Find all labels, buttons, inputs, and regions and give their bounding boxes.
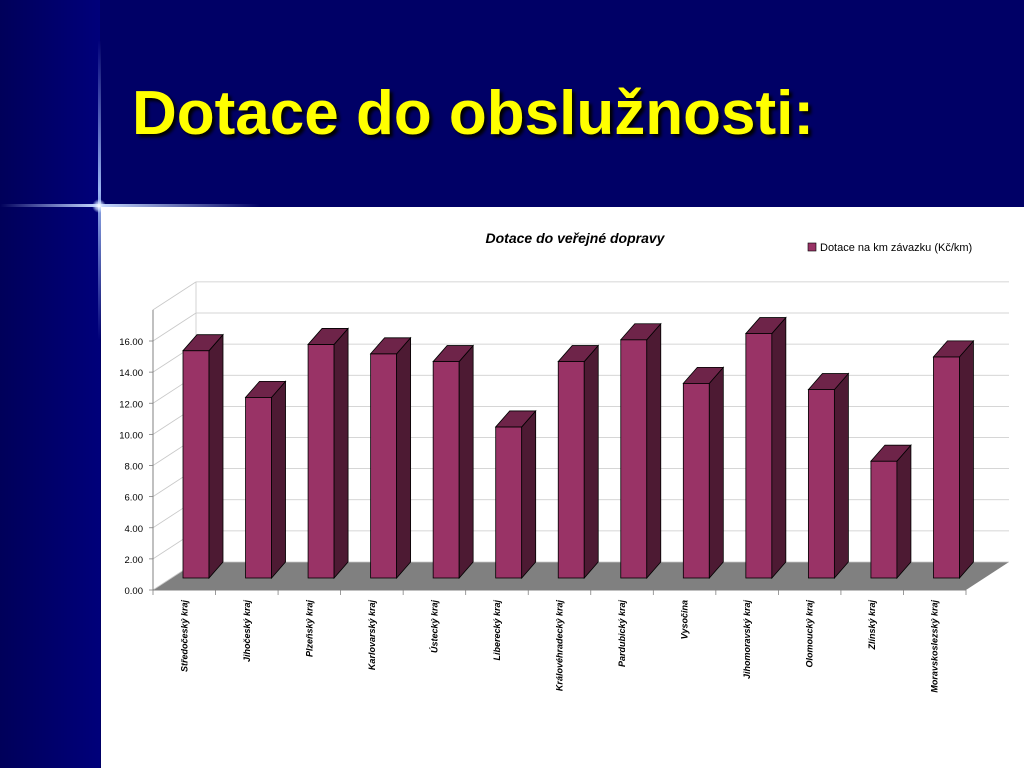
y-tick-label: 10.00 bbox=[119, 430, 143, 441]
bar-top bbox=[244, 380, 287, 398]
bar-front bbox=[745, 333, 773, 579]
bar-top bbox=[494, 410, 537, 428]
bar-side bbox=[333, 327, 349, 580]
bar-front bbox=[432, 361, 460, 579]
x-tick-label: Ústecký kraj bbox=[428, 600, 439, 654]
bar-top bbox=[744, 317, 787, 334]
bar-front bbox=[870, 460, 898, 579]
gridline-side bbox=[152, 312, 197, 342]
bar bbox=[682, 366, 725, 580]
bar bbox=[557, 344, 600, 580]
y-tick-label: 0.00 bbox=[125, 586, 144, 597]
bar-front bbox=[682, 382, 710, 579]
y-tick-label: 16.00 bbox=[119, 337, 143, 348]
bar-side bbox=[833, 372, 849, 580]
bar-top bbox=[682, 366, 725, 384]
bar-side bbox=[458, 344, 474, 580]
bar-top bbox=[182, 334, 224, 352]
y-tick-label: 8.00 bbox=[125, 462, 144, 473]
bar-front bbox=[245, 396, 272, 579]
x-tick-label: Jihomoravský kraj bbox=[742, 600, 752, 680]
x-tick-label: Olomoucký kraj bbox=[805, 600, 815, 668]
bar bbox=[619, 322, 662, 580]
bar-side bbox=[646, 322, 662, 580]
bar-front bbox=[495, 426, 523, 579]
y-tick-label: 2.00 bbox=[125, 555, 144, 566]
bar-front bbox=[182, 350, 210, 579]
chart-legend: Dotace na km závazku (Kč/km) bbox=[807, 242, 972, 254]
bar-front bbox=[307, 344, 335, 579]
bar bbox=[307, 327, 349, 580]
x-tick-label: Středočeský kraj bbox=[179, 600, 189, 673]
chart-svg: 0.00 2.00 4.00 6.00 8.00 10.00 12.00 14.00 16.00… bbox=[119, 230, 1009, 693]
bar bbox=[432, 344, 475, 580]
legend-label: Dotace na km závazku (Kč/km) bbox=[820, 242, 972, 254]
left-band bbox=[0, 0, 100, 768]
bar-top bbox=[619, 323, 662, 341]
bar-front bbox=[370, 353, 398, 579]
y-tick-label: 6.00 bbox=[125, 493, 144, 504]
bar-side bbox=[959, 339, 974, 580]
bar-top bbox=[307, 328, 349, 345]
bar bbox=[870, 444, 912, 580]
bar bbox=[369, 336, 412, 580]
bar-side bbox=[521, 409, 537, 580]
bar-front bbox=[620, 339, 648, 579]
bar-front bbox=[807, 389, 835, 579]
bar-side bbox=[771, 316, 787, 580]
x-tick-label: Karlovarský kraj bbox=[367, 600, 377, 671]
bar-side bbox=[271, 380, 286, 580]
x-tick-label: Liberecký kraj bbox=[492, 600, 502, 661]
bar-side bbox=[396, 336, 412, 580]
light-flare-vertical bbox=[98, 40, 101, 340]
x-tick-label: Královéhradecký kraj bbox=[555, 600, 565, 692]
bar-side bbox=[896, 444, 912, 580]
bar-front bbox=[557, 361, 585, 579]
bar bbox=[744, 316, 787, 580]
x-tick-label: Zlínský kraj bbox=[867, 600, 877, 651]
chart-title: Dotace do veřejné dopravy bbox=[486, 230, 666, 246]
bar-front bbox=[933, 356, 960, 579]
x-tick-label: Vysočina bbox=[680, 600, 690, 639]
y-tick-label: 14.00 bbox=[119, 368, 143, 379]
light-flare-horizontal bbox=[0, 204, 260, 207]
bar-top bbox=[557, 345, 600, 362]
bar-side bbox=[708, 366, 724, 580]
bar-top bbox=[369, 337, 412, 355]
x-tick-label: Moravskoslezský kraj bbox=[930, 600, 940, 693]
legend-swatch bbox=[807, 242, 817, 252]
slide-title: Dotace do obslužnosti: bbox=[132, 79, 814, 148]
bar bbox=[182, 333, 224, 580]
bar-top bbox=[870, 444, 912, 462]
bar bbox=[494, 409, 537, 580]
gridline-top-side bbox=[152, 281, 197, 311]
bar bbox=[932, 339, 975, 580]
bar-side bbox=[208, 333, 224, 580]
bar-top bbox=[432, 345, 475, 362]
bar-top bbox=[932, 340, 975, 358]
x-tick-label: Plzeňský kraj bbox=[304, 600, 314, 658]
bar bbox=[244, 380, 287, 580]
y-tick-label: 12.00 bbox=[119, 399, 143, 410]
bar-series bbox=[182, 316, 975, 580]
x-axis: Středočeský kraj Jihočeský kraj Plzeňský k… bbox=[152, 589, 967, 693]
x-tick-label: Jihočeský kraj bbox=[242, 600, 252, 663]
y-axis: 0.00 2.00 4.00 6.00 8.00 10.00 12.00 14.00 16.00 bbox=[119, 309, 154, 597]
bar-side bbox=[583, 344, 599, 580]
bar-top bbox=[807, 373, 850, 390]
chart-area: 0.00 2.00 4.00 6.00 8.00 10.00 12.00 14.00 16.00… bbox=[101, 207, 1024, 768]
y-tick-label: 4.00 bbox=[125, 524, 144, 535]
x-tick-label: Pardubický kraj bbox=[617, 600, 627, 668]
bar bbox=[807, 372, 850, 580]
